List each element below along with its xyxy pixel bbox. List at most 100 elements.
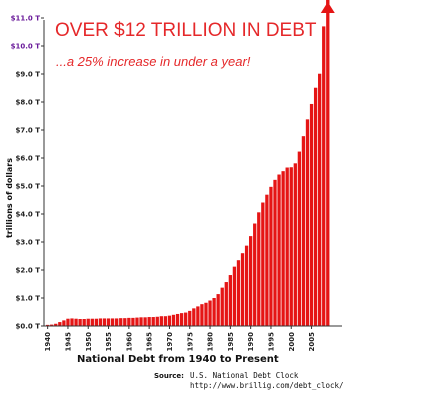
bar-1964 — [143, 317, 147, 326]
bar-1967 — [155, 316, 159, 326]
bar-1984 — [224, 282, 228, 326]
x-axis-ticks: 1940 1945 1950 1955 1960 1965 1970 1975 1980 1985… — [44, 326, 316, 351]
bar-1992 — [257, 212, 261, 326]
bar-1962 — [135, 317, 139, 326]
y-tick-label: $9.0 T — [16, 71, 41, 79]
bar-1943 — [58, 322, 62, 326]
bar-1961 — [131, 317, 135, 326]
bar-1947 — [74, 318, 78, 326]
bar-1998 — [281, 171, 285, 326]
bar-1974 — [184, 312, 188, 326]
y-axis-ticks: $0.0 T $1.0 T $2.0 T $3.0 T $4.0 T $5.0 T $6.0… — [11, 15, 44, 331]
bar-1972 — [175, 313, 180, 326]
bar-1995 — [269, 186, 273, 326]
bar-1949 — [82, 319, 86, 326]
bar-1996 — [273, 179, 277, 326]
bar-1940 — [46, 324, 50, 326]
bar-1985 — [228, 275, 232, 326]
bar-1977 — [196, 306, 200, 326]
bar-1989 — [244, 245, 249, 326]
y-tick-label: $5.0 T — [16, 183, 41, 191]
x-tick-label: 1965 — [146, 332, 154, 352]
bar-2004 — [305, 119, 310, 326]
y-tick-label: $2.0 T — [16, 267, 41, 275]
bar-1946 — [70, 318, 74, 326]
y-axis-label: trillions of dollars — [5, 158, 14, 238]
source-name: U.S. National Debt Clock — [190, 371, 299, 380]
bar-1994 — [265, 194, 269, 326]
bar-1993 — [261, 202, 265, 326]
bar-1948 — [78, 319, 82, 326]
bar-1951 — [90, 318, 94, 326]
bar-1973 — [179, 313, 184, 326]
bar-1971 — [171, 314, 176, 326]
bar-1945 — [66, 318, 70, 326]
bar-2008 — [322, 26, 326, 327]
bar-1983 — [220, 287, 224, 326]
y-tick-label: $1.0 T — [16, 295, 41, 303]
bar-1979 — [204, 302, 208, 326]
y-tick-label: $8.0 T — [16, 99, 41, 107]
bar-1965 — [147, 317, 151, 326]
bar-1997 — [277, 174, 281, 326]
x-tick-label: 1990 — [247, 332, 255, 352]
x-tick-label: 1945 — [64, 332, 72, 352]
bar-1987 — [236, 260, 241, 326]
bar-2006 — [313, 87, 318, 326]
y-tick-label: $11.0 T — [11, 15, 41, 23]
bar-1966 — [151, 317, 155, 326]
bar-1963 — [139, 317, 143, 326]
y-tick-label: $10.0 T — [11, 43, 41, 51]
x-tick-label: 1980 — [207, 332, 215, 352]
bar-1999 — [285, 167, 289, 326]
bar-1959 — [123, 318, 127, 326]
bar-1956 — [110, 318, 115, 326]
bar-2000 — [289, 167, 293, 326]
x-tick-label: 1955 — [105, 332, 113, 352]
bar-1941 — [50, 324, 54, 326]
x-tick-label: 1995 — [267, 332, 275, 352]
bar-1986 — [232, 266, 237, 326]
bar-2003 — [301, 136, 306, 326]
x-tick-label: 1970 — [166, 332, 174, 352]
bar-1954 — [102, 318, 107, 326]
bar-1975 — [188, 310, 192, 326]
bar-1960 — [127, 317, 131, 326]
x-tick-label: 2000 — [288, 332, 296, 352]
y-tick-label: $3.0 T — [16, 239, 41, 247]
source-label: Source: — [154, 372, 184, 380]
bar-1970 — [167, 315, 172, 326]
bar-1944 — [62, 320, 66, 326]
x-tick-label: 1960 — [125, 332, 133, 352]
bar-2009 — [326, 0, 330, 326]
bar-2001 — [293, 163, 297, 326]
bar-1957 — [115, 318, 119, 326]
x-tick-label: 2005 — [308, 332, 316, 352]
source-url: http://www.brillig.com/debt_clock/ — [190, 381, 344, 390]
y-tick-label: $7.0 T — [16, 127, 41, 135]
bar-1982 — [216, 294, 220, 326]
bar-1981 — [212, 298, 216, 326]
x-tick-label: 1975 — [186, 332, 194, 352]
x-axis-label: National Debt from 1940 to Present — [77, 354, 279, 365]
bar-1980 — [208, 300, 212, 326]
x-tick-label: 1985 — [227, 332, 235, 352]
bar-1950 — [86, 318, 90, 326]
arrow-head — [320, 2, 335, 13]
y-tick-label: $0.0 T — [16, 323, 41, 331]
x-tick-label: 1950 — [85, 332, 93, 352]
bar-1968 — [159, 316, 163, 326]
bar-1955 — [106, 318, 111, 326]
bar-1969 — [163, 316, 168, 326]
bar-2005 — [309, 103, 314, 327]
bar-1991 — [253, 223, 257, 326]
x-tick-label: 1940 — [44, 332, 52, 352]
chart-subtitle: ...a 25% increase in under a year! — [56, 54, 251, 69]
bar-1976 — [192, 308, 196, 326]
bar-1978 — [200, 304, 204, 326]
chart-title: OVER $12 TRILLION IN DEBT — [55, 20, 317, 41]
bar-1990 — [249, 236, 253, 326]
bar-1952 — [94, 318, 99, 326]
bar-1942 — [54, 323, 58, 326]
